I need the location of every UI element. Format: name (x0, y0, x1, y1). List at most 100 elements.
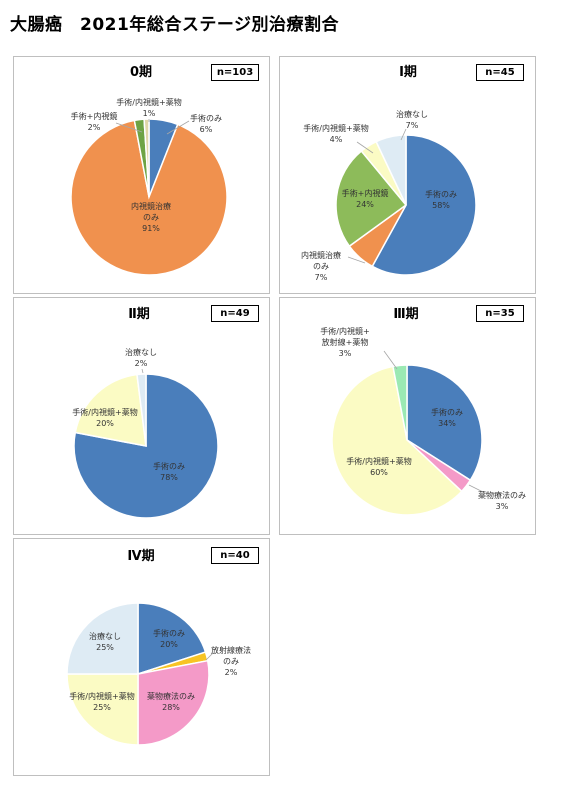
leader-line-2 (141, 368, 144, 374)
slice-percent: 78% (160, 473, 178, 482)
slice-label-0: 手術のみ 6% (190, 113, 222, 135)
sample-size-badge: n=103 (211, 64, 259, 81)
pie-svg (66, 602, 214, 746)
slice-label-1: 内視鏡治療 のみ 91% (131, 201, 171, 234)
pie-slice-2 (335, 150, 408, 248)
slice-percent: 2% (87, 123, 101, 132)
slice-percent: 25% (93, 703, 111, 712)
slice-name: 治療なし (125, 348, 157, 357)
slice-label-1: 薬物療法のみ 3% (478, 490, 526, 512)
slice-name: 手術のみ (153, 462, 185, 471)
slice-percent: 7% (405, 121, 419, 130)
leader-line-4 (400, 128, 407, 141)
slice-label-2: 手術/内視鏡+薬物 60% (346, 456, 411, 478)
slice-percent: 20% (96, 419, 114, 428)
sample-size-badge: n=35 (476, 305, 524, 322)
slice-label-1: 手術/内視鏡+薬物 20% (72, 407, 137, 429)
pie-slice-3 (66, 673, 139, 746)
stage-title: Ⅳ期 (127, 549, 155, 564)
slice-name: 手術/内視鏡+薬物 (116, 98, 182, 107)
slice-percent: 3% (495, 502, 509, 511)
stage-title: Ⅱ期 (128, 307, 150, 322)
slice-label-0: 手術のみ 34% (431, 407, 463, 429)
slice-label-0: 手術のみ 78% (153, 461, 185, 483)
pie-chart-panel-3: Ⅲ期 n=35 手術のみ 34% 薬物療法のみ 3% 手術/内視鏡+薬物 60% 手術/内視鏡+… (279, 297, 536, 535)
slice-name: のみ (223, 657, 239, 666)
slice-label-1: 放射線療法のみ 2% (211, 645, 251, 678)
slice-percent: 2% (224, 668, 238, 677)
slice-name: 放射線療法 (211, 646, 251, 655)
pie-svg (335, 128, 477, 276)
slice-name: 手術+内視鏡 (341, 189, 389, 198)
sample-size-badge: n=40 (211, 547, 259, 564)
slice-label-3: 手術/内視鏡+薬物 4% (303, 123, 368, 145)
slice-percent: 58% (432, 201, 450, 210)
pie-slice-0 (371, 134, 477, 276)
slice-name: 治療なし (89, 632, 121, 641)
slice-label-0: 手術のみ 58% (425, 189, 457, 211)
stage-title: 0期 (129, 65, 153, 80)
leader-line-1 (205, 652, 214, 661)
slice-percent: 28% (162, 703, 180, 712)
slice-percent: 4% (329, 135, 343, 144)
pie-slice-2 (331, 365, 463, 516)
slice-name: 手術のみ (153, 629, 185, 638)
slice-name: 手術/内視鏡+薬物 (346, 457, 412, 466)
slice-name: 手術/内視鏡+薬物 (69, 692, 135, 701)
pie-chart-panel-1: Ⅰ期 n=45 手術のみ 58% 内視鏡治療のみ 7% 手術+内視鏡 24% 手術/内視鏡+薬物… (279, 56, 536, 294)
leader-line-3 (356, 141, 374, 154)
slice-label-2: 手術+内視鏡 24% (342, 188, 389, 210)
slice-percent: 2% (134, 359, 148, 368)
slice-percent: 7% (314, 273, 328, 282)
slice-label-4: 治療なし 25% (89, 631, 121, 653)
slice-label-0: 手術のみ 20% (153, 628, 185, 650)
slice-label-1: 内視鏡治療のみ 7% (301, 250, 341, 283)
slice-name: 手術/内視鏡+ (320, 327, 370, 336)
slice-name: 手術/内視鏡+薬物 (303, 124, 369, 133)
slice-name: 内視鏡治療 (131, 202, 171, 211)
slice-name: 手術+内視鏡 (70, 112, 118, 121)
pie-svg (73, 368, 219, 519)
slice-percent: 91% (142, 224, 160, 233)
slice-label-2: 薬物療法のみ 28% (147, 691, 195, 713)
slice-name: 内視鏡治療 (301, 251, 341, 260)
pie-slice-4 (375, 134, 407, 206)
slice-percent: 3% (338, 349, 352, 358)
leader-line-1 (347, 256, 366, 264)
slice-label-4: 治療なし 7% (396, 109, 428, 131)
slice-name: 薬物療法のみ (478, 491, 526, 500)
slice-label-3: 手術/内視鏡+薬物 1% (116, 97, 181, 119)
pie-chart-panel-2: Ⅱ期 n=49 手術のみ 78% 手術/内視鏡+薬物 20% 治療なし 2% (13, 297, 270, 535)
slice-percent: 6% (199, 125, 213, 134)
leader-line-0 (166, 120, 190, 135)
stage-title: Ⅲ期 (393, 307, 419, 322)
slice-label-2: 手術+内視鏡 2% (71, 111, 118, 133)
pie-slice-4 (66, 602, 139, 675)
leader-line-3 (383, 350, 398, 370)
sample-size-badge: n=49 (211, 305, 259, 322)
slice-name: 手術/内視鏡+薬物 (72, 408, 138, 417)
slice-name: のみ (313, 262, 329, 271)
sample-size-badge: n=45 (476, 64, 524, 81)
pie-svg (331, 350, 488, 516)
slice-name: 手術のみ (425, 190, 457, 199)
slice-percent: 20% (160, 640, 178, 649)
pie-svg (70, 118, 228, 276)
slice-name: 治療なし (396, 110, 428, 119)
slice-name: 薬物療法のみ (147, 692, 195, 701)
pie-slice-2 (136, 373, 147, 447)
slice-label-2: 治療なし 2% (125, 347, 157, 369)
slice-name: 手術のみ (431, 408, 463, 417)
slice-percent: 60% (370, 468, 388, 477)
slice-label-3: 手術/内視鏡+薬物 25% (69, 691, 134, 713)
slice-percent: 25% (96, 643, 114, 652)
pie-slice-0 (137, 602, 207, 676)
page-title: 大腸癌 2021年総合ステージ別治療割合 (10, 15, 339, 35)
slice-percent: 1% (142, 109, 156, 118)
stage-title: Ⅰ期 (399, 65, 417, 80)
slice-percent: 24% (356, 200, 374, 209)
slice-percent: 34% (438, 419, 456, 428)
leader-line-2 (115, 122, 143, 133)
slice-name: 放射線+薬物 (321, 338, 369, 347)
pie-slice-1 (70, 119, 228, 276)
